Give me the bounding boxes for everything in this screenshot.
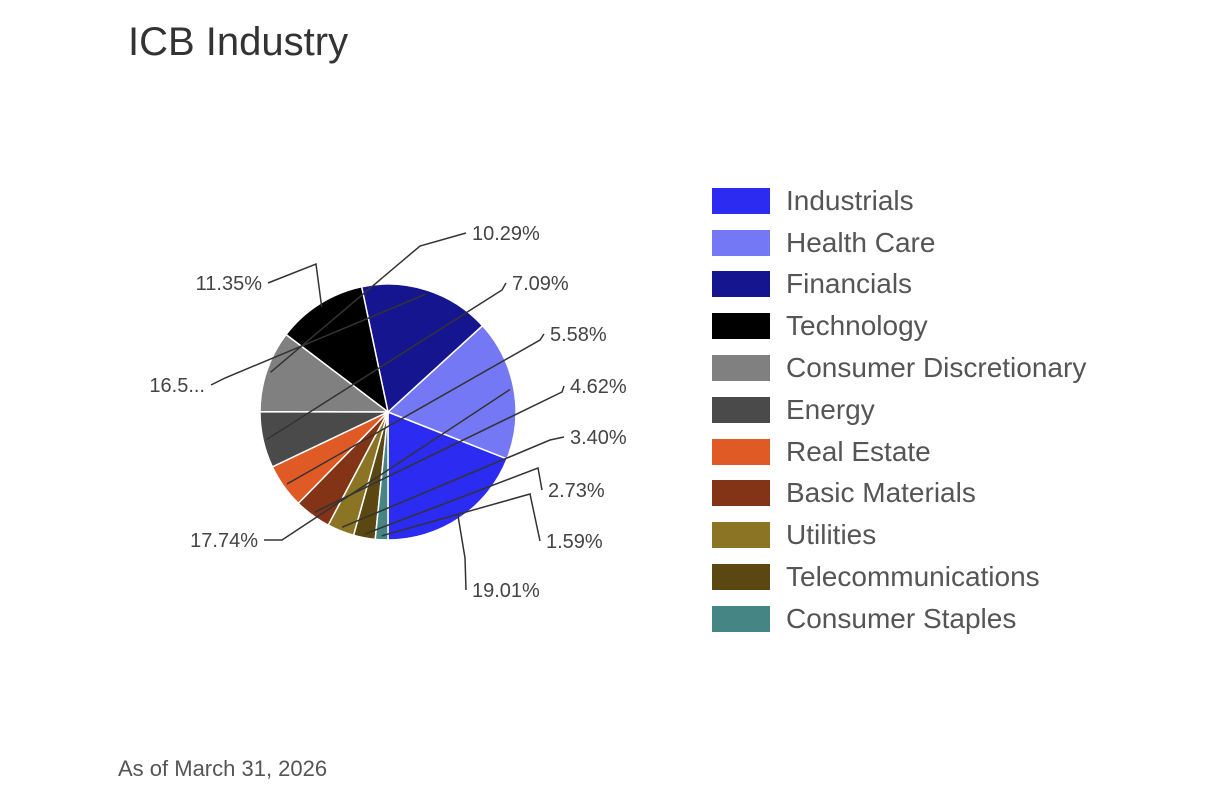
data-label: 1.59% (546, 531, 603, 553)
leader-line (381, 493, 541, 542)
leader-line (364, 466, 543, 535)
legend-item: Consumer Discretionary (712, 347, 1086, 389)
pie-slices (259, 283, 517, 541)
pie-slice-financials (360, 283, 484, 414)
legend-swatch (712, 313, 770, 340)
pie-slice-consumer-staples (374, 411, 389, 541)
pie-slice-industrials (387, 410, 509, 541)
legend-item: Health Care (712, 222, 1086, 264)
data-label: 19.01% (472, 580, 540, 602)
data-label: 10.29% (472, 223, 540, 245)
legend-label: Industrials (786, 184, 914, 216)
legend-swatch (712, 605, 770, 632)
legend-item: Financials (712, 264, 1086, 306)
leader-line (264, 388, 511, 541)
legend-swatch (712, 438, 770, 465)
legend-item: Basic Materials (712, 473, 1086, 515)
leader-line (270, 232, 467, 373)
legend-label: Utilities (786, 519, 877, 551)
data-label: 4.62% (570, 376, 627, 398)
leader-line (210, 293, 427, 386)
leader-line (286, 333, 545, 485)
legend-item: Real Estate (712, 431, 1086, 473)
leader-line (314, 385, 565, 513)
legend-item: Energy (712, 389, 1086, 431)
legend-label: Basic Materials (786, 477, 976, 509)
legend-item: Utilities (712, 514, 1086, 556)
chart-legend: Industrials Health Care Financials Technolo… (712, 180, 1086, 640)
legend-label: Health Care (786, 226, 936, 258)
data-label: 5.58% (550, 324, 607, 346)
pie-leader-lines (210, 232, 565, 591)
legend-item: Consumer Staples (712, 598, 1086, 640)
legend-label: Energy (786, 393, 875, 425)
legend-swatch (712, 271, 770, 298)
legend-label: Financials (786, 268, 913, 300)
data-label: 11.35% (196, 273, 263, 295)
pie-data-labels: 19.01% 17.74% 16.5... 11.35% 10.29% 7.09% 5.58… (149, 223, 627, 602)
legend-label: Consumer Discretionary (786, 352, 1087, 384)
legend-label: Technology (786, 310, 928, 342)
data-label: 16.5... (149, 375, 205, 397)
legend-swatch (712, 355, 770, 382)
pie-slice-health-care (386, 324, 517, 460)
legend-item: Technology (712, 305, 1086, 347)
pie-slice-technology (284, 285, 390, 414)
legend-swatch (712, 229, 770, 256)
leader-line (457, 514, 467, 591)
legend-swatch (712, 396, 770, 423)
chart-title: ICB Industry (128, 20, 349, 64)
legend-item: Telecommunications (712, 556, 1086, 598)
legend-swatch (712, 564, 770, 591)
legend-swatch (712, 480, 770, 507)
data-label: 3.40% (570, 427, 627, 449)
legend-label: Telecommunications (786, 561, 1040, 593)
leader-line (267, 262, 323, 308)
legend-item: Industrials (712, 180, 1086, 222)
legend-label: Consumer Staples (786, 602, 1017, 634)
legend-swatch (712, 187, 770, 214)
data-label: 2.73% (548, 480, 605, 502)
as-of-date: As of March 31, 2026 (118, 756, 328, 781)
legend-swatch (712, 522, 770, 549)
data-label: 7.09% (512, 273, 569, 295)
data-label: 17.74% (190, 530, 258, 552)
leader-line (341, 436, 565, 528)
legend-label: Real Estate (786, 435, 931, 467)
leader-line (266, 282, 507, 440)
